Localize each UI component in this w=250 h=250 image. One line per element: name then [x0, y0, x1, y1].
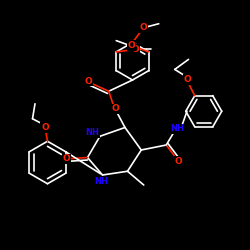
- Text: NH: NH: [170, 124, 184, 133]
- Text: O: O: [184, 75, 191, 84]
- Text: O: O: [175, 157, 182, 166]
- Text: NH: NH: [86, 128, 100, 137]
- Text: O: O: [111, 104, 119, 113]
- Text: O: O: [127, 41, 135, 50]
- Text: O: O: [140, 23, 147, 32]
- Text: NH: NH: [94, 178, 108, 186]
- Text: O: O: [62, 154, 70, 163]
- Text: O: O: [131, 45, 139, 54]
- Text: O: O: [85, 77, 92, 86]
- Text: O: O: [41, 123, 49, 132]
